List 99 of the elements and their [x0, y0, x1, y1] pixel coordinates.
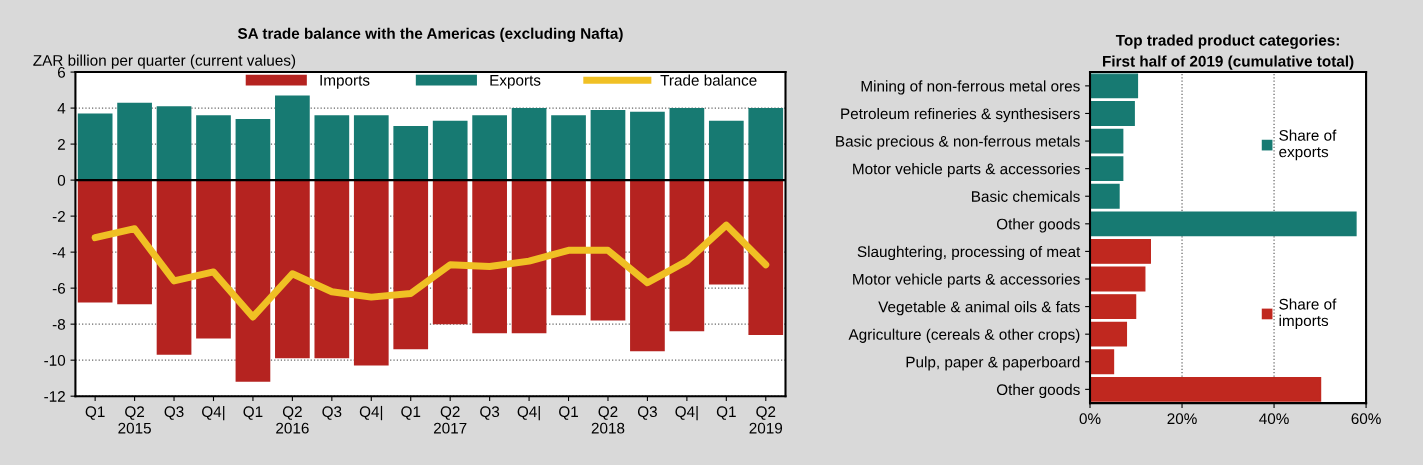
x-tick-label: Q1 — [716, 406, 736, 420]
y-tick-label: 4 — [57, 103, 66, 114]
y-tick-label: Agriculture (cereals & other crops) — [848, 328, 1080, 343]
bar — [590, 180, 626, 321]
bar — [1090, 101, 1135, 126]
bar — [353, 115, 389, 181]
legend-label: Exports — [490, 75, 541, 89]
y-tick-label: Basic precious & non-ferrous metals — [836, 135, 1080, 150]
y-tick-label: Slaughtering, processing of meat — [857, 245, 1081, 261]
bar — [511, 108, 547, 181]
y-tick-label: Other goods — [996, 218, 1080, 233]
bar — [669, 108, 705, 181]
bar — [472, 115, 507, 181]
y-tick-label: -8 — [52, 319, 66, 330]
x-tick-label: Q2 2016 — [276, 406, 309, 434]
bar — [156, 106, 192, 181]
chart-title: SA trade balance with the Americas (excluding Nafta) — [237, 27, 623, 42]
bar — [314, 180, 350, 359]
x-tick-label: Q3 — [164, 406, 184, 420]
bar — [196, 115, 231, 181]
bar — [551, 180, 586, 316]
bar — [1090, 238, 1151, 264]
bar — [117, 180, 152, 305]
bar — [314, 115, 350, 181]
bar — [1090, 73, 1139, 99]
x-tick-label: Q2 2018 — [591, 406, 625, 434]
bar — [472, 180, 507, 334]
chart-title: Top traded product categories: First half of 2019 (cumulative total) — [1103, 34, 1354, 70]
y-tick-label: -12 — [44, 391, 65, 402]
y-tick-label: -2 — [52, 210, 65, 222]
y-tick-label: Petroleum refineries & synthesisers — [841, 107, 1080, 123]
y-tick-label: 0 — [57, 174, 66, 186]
legend-label: Share of exports — [1279, 129, 1337, 161]
bar — [77, 113, 113, 181]
bar — [196, 180, 231, 339]
x-tick-label: Q1 — [85, 406, 105, 420]
y-tick-label: Basic chemicals — [972, 190, 1080, 202]
x-tick-label: Q4| — [517, 405, 540, 421]
bar — [748, 108, 784, 181]
bar — [748, 180, 784, 335]
bar — [630, 180, 665, 352]
bar — [1090, 321, 1128, 347]
x-tick-label: 60% — [1351, 413, 1381, 425]
x-tick-label: Q4| — [359, 405, 383, 421]
bar — [669, 180, 705, 332]
y-tick-label: Vegetable & animal oils & fats — [878, 301, 1080, 316]
bar — [353, 180, 389, 366]
bar — [1090, 128, 1124, 154]
bar — [1090, 211, 1357, 237]
bar — [275, 95, 310, 181]
legend-label: Share of imports — [1279, 298, 1337, 330]
bar — [630, 111, 665, 181]
x-tick-label: Q3 — [637, 406, 657, 420]
x-tick-label: Q3 — [480, 406, 500, 420]
bar — [511, 180, 547, 334]
bar — [117, 102, 152, 181]
bar — [708, 120, 744, 181]
bar — [1090, 266, 1146, 292]
x-tick-label: 40% — [1259, 413, 1289, 425]
y-tick-label: Mining of non-ferrous metal ores — [861, 80, 1080, 95]
bar — [235, 118, 271, 181]
legend-label: Imports — [320, 75, 370, 89]
bar — [708, 180, 744, 285]
x-tick-label: 0% — [1079, 413, 1101, 425]
y-tick-label: Motor vehicle parts & accessories — [853, 163, 1080, 178]
bar — [551, 115, 586, 181]
bar — [275, 180, 310, 359]
y-tick-label: Motor vehicle parts & accessories — [853, 273, 1080, 288]
y-tick-label: Pulp, paper & paperboard — [906, 356, 1080, 371]
bar — [1090, 183, 1120, 209]
x-tick-label: Q1 — [401, 406, 421, 420]
x-tick-label: Q1 — [243, 406, 263, 420]
y-tick-label: 6 — [57, 66, 66, 78]
x-tick-label: Q2 2017 — [433, 406, 467, 434]
bar — [1090, 376, 1322, 402]
x-tick-label: Q4| — [202, 405, 225, 421]
y-tick-label: Other goods — [996, 383, 1080, 399]
x-tick-label: Q3 — [322, 406, 342, 420]
x-tick-label: Q2 2019 — [749, 406, 783, 434]
bar — [77, 180, 113, 303]
bar — [432, 180, 468, 325]
x-tick-label: 20% — [1167, 413, 1197, 425]
legend-label: Trade balance — [660, 74, 757, 86]
bar — [1090, 349, 1115, 375]
bar — [393, 180, 429, 350]
y-tick-label: -4 — [52, 247, 66, 258]
bar — [1090, 294, 1137, 320]
y-tick-label: -10 — [44, 355, 66, 366]
y-tick-label: -6 — [52, 283, 66, 294]
bar — [393, 126, 429, 181]
x-tick-label: Q2 2015 — [118, 406, 151, 434]
bar — [590, 109, 626, 181]
y-tick-label: 2 — [57, 138, 65, 150]
bar — [1090, 156, 1124, 182]
x-tick-label: Q1 — [559, 406, 578, 420]
bar — [235, 180, 271, 382]
x-tick-label: Q4| — [675, 405, 698, 421]
bar — [432, 120, 468, 181]
bar — [156, 180, 192, 355]
